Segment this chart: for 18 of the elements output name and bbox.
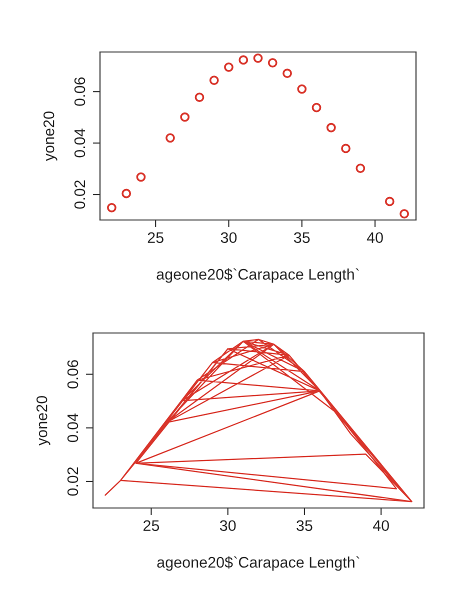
x-tick-label: 25 (144, 520, 160, 532)
y-tick-label: 0.02 (67, 467, 78, 496)
x-tick-label: 35 (296, 520, 312, 532)
y-axis-title: yone20 (36, 396, 50, 446)
x-axis-title: ageone20$`Carapace Length` (156, 268, 359, 283)
y-tick-label: 0.06 (67, 360, 78, 389)
x-tick-label: 30 (220, 232, 237, 244)
x-axis-title: ageone20$`Carapace Length` (157, 556, 360, 571)
x-tick-label: 30 (220, 520, 236, 532)
x-tick-label: 35 (294, 232, 310, 244)
x-tick-label: 25 (148, 232, 164, 244)
y-tick-label: 0.02 (74, 180, 86, 209)
y-axis-title: yone20 (43, 112, 58, 162)
y-tick-label: 0.04 (67, 413, 78, 442)
x-tick-label: 40 (366, 232, 383, 244)
y-tick-label: 0.06 (74, 77, 86, 106)
x-tick-label: 40 (372, 520, 389, 532)
y-tick-label: 0.04 (74, 128, 86, 158)
